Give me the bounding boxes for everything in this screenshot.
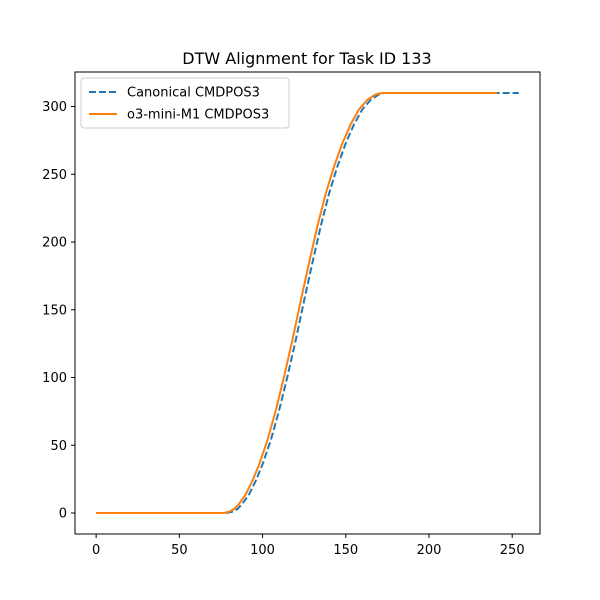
- legend-label-2: o3-mini-M1 CMDPOS3: [127, 108, 269, 123]
- x-tick-label: 50: [171, 543, 188, 558]
- x-tick-label: 250: [500, 543, 525, 558]
- legend-box: [80, 77, 290, 129]
- y-tick-label: 300: [42, 100, 67, 115]
- x-tick-label: 150: [333, 543, 358, 558]
- legend-label-1: Canonical CMDPOS3: [127, 86, 260, 101]
- y-tick-label: 100: [42, 371, 67, 386]
- axes: 0 50 100 150 200 250 0 50 100 150 200 250 300: [42, 71, 541, 558]
- legend: Canonical CMDPOS3 o3-mini-M1 CMDPOS3: [80, 77, 290, 129]
- y-tick-label: 250: [42, 168, 67, 183]
- y-tick-label: 200: [42, 236, 67, 251]
- x-tick-label: 0: [92, 543, 100, 558]
- chart-title: DTW Alignment for Task ID 133: [182, 49, 431, 68]
- y-tick-label: 150: [42, 303, 67, 318]
- series-line-2: [96, 92, 498, 514]
- y-tick-label: 0: [59, 507, 67, 522]
- x-tick-label: 200: [417, 543, 442, 558]
- y-tick-label: 50: [50, 439, 67, 454]
- plot-area: [96, 92, 519, 514]
- axes-frame: [74, 71, 541, 535]
- series-line-1: [96, 92, 519, 514]
- x-tick-label: 100: [250, 543, 275, 558]
